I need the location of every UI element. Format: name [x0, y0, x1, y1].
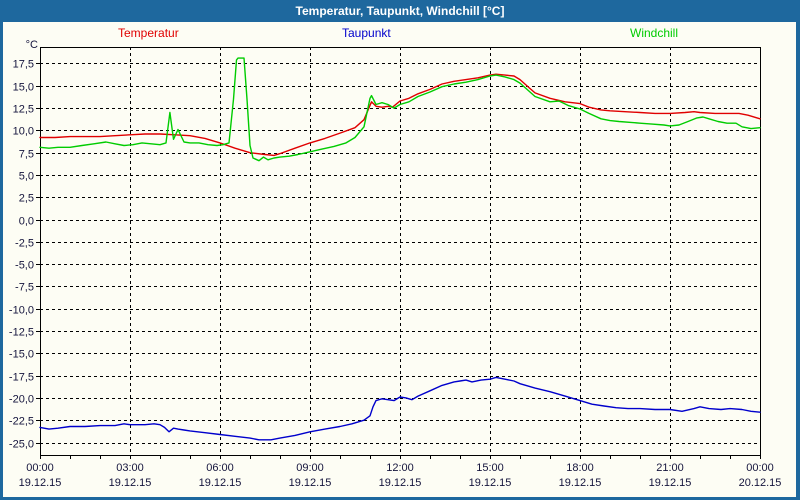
y-tick-label: -25,0 [9, 439, 34, 451]
y-tick-label: -2,5 [15, 238, 34, 250]
window-border-bottom [0, 497, 800, 500]
y-tick-label: -12,5 [9, 327, 34, 339]
x-date-label: 20.12.15 [739, 477, 782, 489]
x-time-label: 09:00 [296, 462, 324, 474]
x-date-label: 19.12.15 [289, 477, 332, 489]
x-time-label: 03:00 [116, 462, 144, 474]
y-tick-label: 15,0 [13, 82, 34, 94]
y-tick-label: 7,5 [19, 149, 34, 161]
y-tick-label: -10,0 [9, 305, 34, 317]
legend-item-windchill: Windchill [630, 26, 678, 40]
x-time-label: 21:00 [656, 462, 684, 474]
x-date-label: 19.12.15 [379, 477, 422, 489]
y-tick-label: 12,5 [13, 104, 34, 116]
plot-frame [40, 47, 761, 456]
y-tick-label: -20,0 [9, 394, 34, 406]
x-date-label: 19.12.15 [559, 477, 602, 489]
legend-item-temperatur: Temperatur [118, 26, 179, 40]
x-time-label: 06:00 [206, 462, 234, 474]
x-date-label: 19.12.15 [469, 477, 512, 489]
window-border-left [0, 22, 3, 500]
y-tick-label: 10,0 [13, 126, 34, 138]
y-tick-label: -22,5 [9, 416, 34, 428]
y-tick-label: 2,5 [19, 193, 34, 205]
legend-item-taupunkt: Taupunkt [342, 26, 391, 40]
y-tick-label: -7,5 [15, 282, 34, 294]
legend-label-taupunkt: Taupunkt [342, 26, 391, 40]
x-time-label: 15:00 [476, 462, 504, 474]
x-time-label: 18:00 [566, 462, 594, 474]
y-tick-label: -15,0 [9, 349, 34, 361]
x-date-label: 19.12.15 [649, 477, 692, 489]
y-tick-label: 0,0 [19, 216, 34, 228]
x-date-label: 19.12.15 [19, 477, 62, 489]
y-tick-label: -5,0 [15, 260, 34, 272]
temperatur-line [39, 73, 761, 157]
x-time-label: 12:00 [386, 462, 414, 474]
y-tick-label: 5,0 [19, 171, 34, 183]
legend-label-windchill: Windchill [630, 26, 679, 40]
y-tick-label: -17,5 [9, 372, 34, 384]
x-time-label: 00:00 [746, 462, 774, 474]
window-border-right [796, 22, 800, 500]
legend-label-temperatur: Temperatur [118, 26, 179, 40]
x-date-label: 19.12.15 [109, 477, 152, 489]
x-time-label: 00:00 [26, 462, 54, 474]
y-axis-unit-label: °C [25, 39, 38, 51]
y-tick-label: 17,5 [13, 59, 34, 71]
windchill-line [39, 57, 761, 162]
title-bar[interactable]: Temperatur, Taupunkt, Windchill [°C] [0, 0, 800, 22]
window-title: Temperatur, Taupunkt, Windchill [°C] [295, 4, 505, 18]
taupunkt-line [39, 376, 761, 441]
x-date-label: 19.12.15 [199, 477, 242, 489]
